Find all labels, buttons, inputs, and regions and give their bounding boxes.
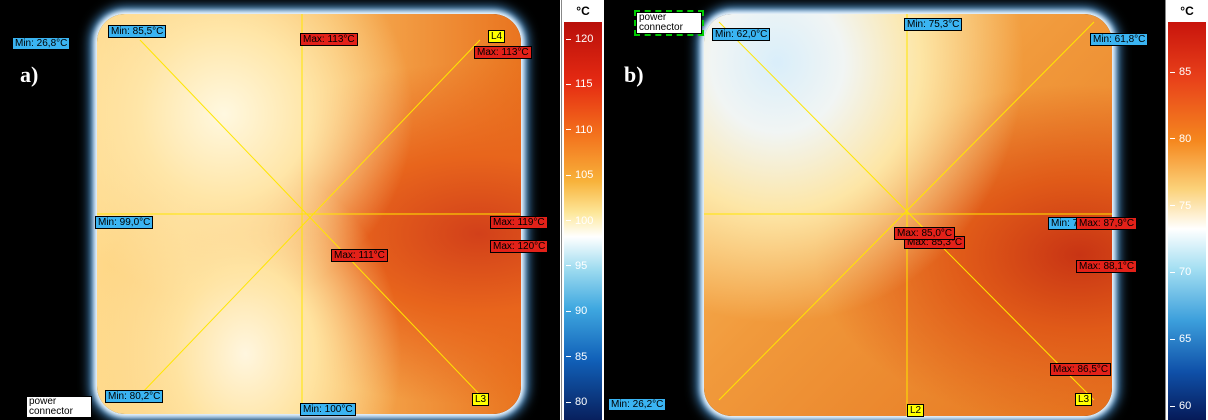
colorbar: °C 120 115 110 105 100 95 90 85 80 <box>561 0 604 420</box>
annotation: L3 <box>1075 393 1092 406</box>
annotation: Max: 113°C <box>474 46 532 59</box>
colorbar-tick-label: 80 <box>1170 133 1191 145</box>
colorbar-tick-label: 100 <box>566 215 593 227</box>
colorbar-tick-label: 65 <box>1170 333 1191 345</box>
page: a) Min: 26,8°C Min: 85,5°C Max: 113°C L4… <box>0 0 1208 420</box>
annotation: Max: 111°C <box>331 249 388 262</box>
panel-label: a) <box>20 62 38 88</box>
annotation: power connector <box>636 12 702 34</box>
colorbar-tick-label: 90 <box>566 305 587 317</box>
measurement-lines <box>604 0 1165 420</box>
colorbar-tick-label: 75 <box>1170 200 1191 212</box>
colorbar-unit: °C <box>1166 4 1208 18</box>
annotation: Max: 86,5°C <box>1050 363 1111 376</box>
annotation: L2 <box>907 404 924 417</box>
annotation: Min: 26,8°C <box>12 37 70 50</box>
annotation: power connector <box>26 396 92 418</box>
colorbar-unit: °C <box>562 4 604 18</box>
annotation: Min: 80,2°C <box>105 390 163 403</box>
colorbar-tick-label: 95 <box>566 260 587 272</box>
colorbar-tick-label: 85 <box>566 351 587 363</box>
colorbar-tick-label: 60 <box>1170 400 1191 412</box>
annotation: Min: 26,2°C <box>608 398 666 411</box>
annotation: Min: 62,0°C <box>712 28 770 41</box>
annotation: Max: 119°C <box>490 216 548 229</box>
annotation: Min: 75,3°C <box>904 18 962 31</box>
annotation: Min: 100°C <box>300 403 356 416</box>
annotation: Min: 99,0°C <box>95 216 153 229</box>
colorbar-tick-label: 110 <box>566 124 593 136</box>
colorbar-tick-label: 85 <box>1170 66 1191 78</box>
annotation: Max: 120°C <box>490 240 548 253</box>
annotation: L4 <box>488 30 505 43</box>
panel-b: b) power connector Min: 62,0°C Min: 75,3… <box>604 0 1165 420</box>
annotation: Min: 85,5°C <box>108 25 166 38</box>
colorbar-tick-label: 70 <box>1170 266 1191 278</box>
colorbar-tick-label: 120 <box>566 33 593 45</box>
annotation: Max: 88,1°C <box>1076 260 1137 273</box>
annotation: Min: 61,8°C <box>1090 33 1148 46</box>
annotation: L3 <box>472 393 489 406</box>
colorbar-gradient <box>1168 22 1206 420</box>
panel-a: a) Min: 26,8°C Min: 85,5°C Max: 113°C L4… <box>0 0 560 420</box>
colorbar: °C 85 80 75 70 65 60 <box>1165 0 1208 420</box>
colorbar-tick-label: 115 <box>566 78 593 90</box>
measurement-lines <box>0 0 560 420</box>
colorbar-tick-label: 105 <box>566 169 593 181</box>
panel-label: b) <box>624 62 644 88</box>
colorbar-tick-label: 80 <box>566 396 587 408</box>
annotation: Max: 85,0°C <box>894 227 955 240</box>
annotation: Max: 87,9°C <box>1076 217 1137 230</box>
annotation: Max: 113°C <box>300 33 358 46</box>
